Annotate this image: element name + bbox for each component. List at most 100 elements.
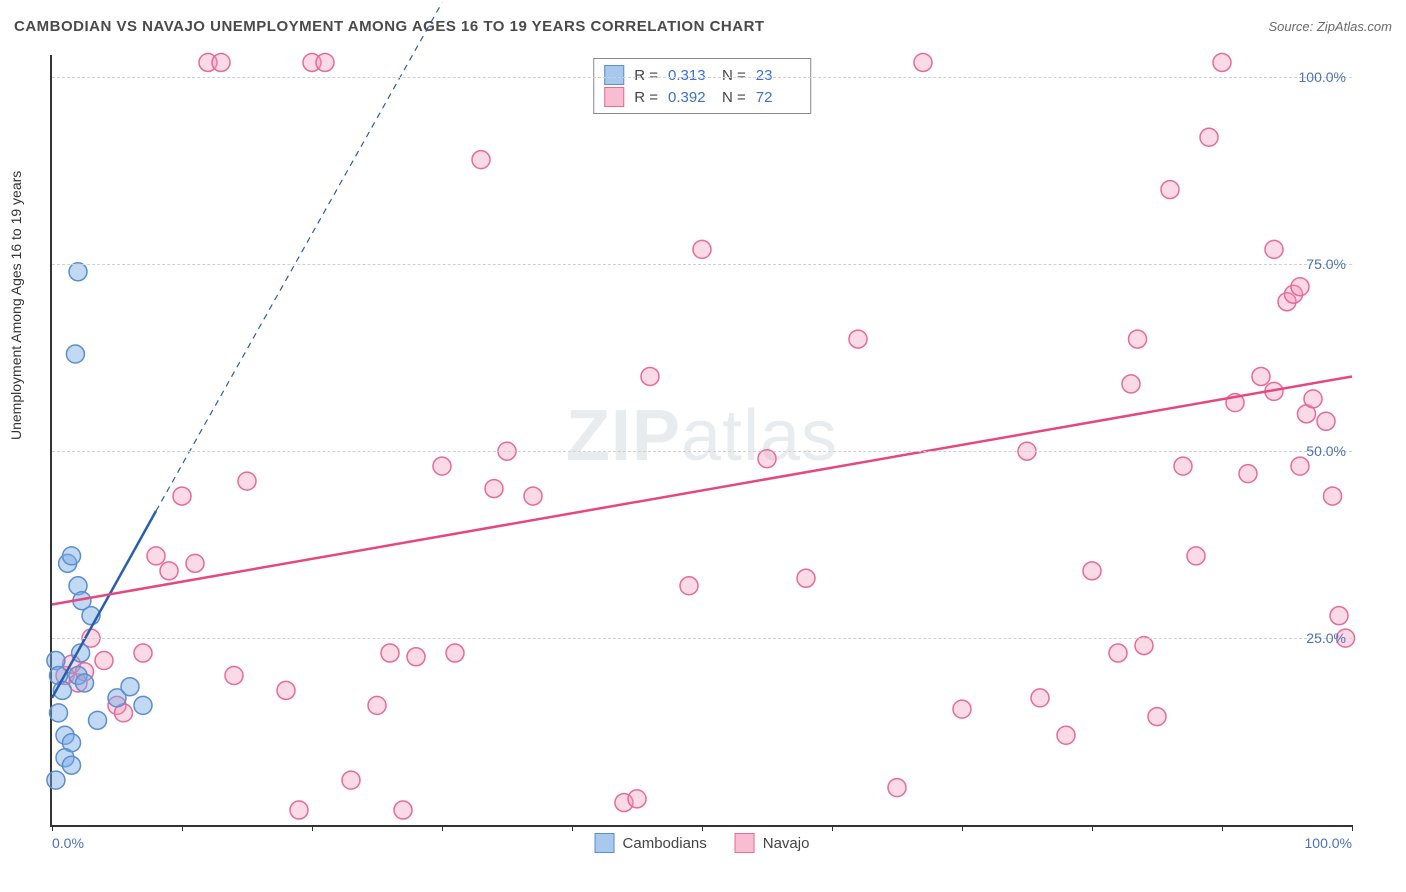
y-tick-label: 75.0% — [1306, 256, 1346, 272]
data-point — [212, 53, 230, 71]
data-point — [1161, 181, 1179, 199]
data-point — [1265, 240, 1283, 258]
data-point — [50, 704, 68, 722]
x-tick — [1352, 825, 1353, 831]
data-point — [69, 263, 87, 281]
legend-item-cambodians: Cambodians — [595, 833, 707, 853]
n-label: N = — [722, 67, 746, 84]
data-point — [89, 711, 107, 729]
legend-item-navajo: Navajo — [735, 833, 810, 853]
data-point — [121, 678, 139, 696]
y-tick-label: 100.0% — [1299, 69, 1346, 85]
data-point — [1239, 465, 1257, 483]
data-point — [1317, 412, 1335, 430]
data-point — [524, 487, 542, 505]
data-point — [1031, 689, 1049, 707]
x-tick-label-left: 0.0% — [52, 835, 84, 851]
legend-stats-row-cambodians: R = 0.313 N = 23 — [604, 64, 800, 86]
data-point — [160, 562, 178, 580]
data-point — [1135, 637, 1153, 655]
data-point — [63, 547, 81, 565]
data-point — [342, 771, 360, 789]
data-point — [1109, 644, 1127, 662]
x-tick — [962, 825, 963, 831]
chart-title: CAMBODIAN VS NAVAJO UNEMPLOYMENT AMONG A… — [14, 18, 765, 35]
n-label2: N = — [722, 89, 746, 106]
r-label: R = — [634, 67, 658, 84]
plot-area: ZIPatlas R = 0.313 N = 23 R = 0.392 N = … — [50, 55, 1352, 827]
data-point — [66, 345, 84, 363]
data-point — [47, 771, 65, 789]
gridline — [52, 638, 1352, 639]
data-point — [173, 487, 191, 505]
y-axis-label: Unemployment Among Ages 16 to 19 years — [8, 171, 24, 440]
legend-label-cambodians: Cambodians — [623, 835, 707, 852]
data-point — [63, 756, 81, 774]
data-point — [76, 674, 94, 692]
data-point — [1213, 53, 1231, 71]
x-tick — [312, 825, 313, 831]
data-point — [238, 472, 256, 490]
x-tick — [182, 825, 183, 831]
legend-series: Cambodians Navajo — [595, 833, 810, 853]
data-point — [693, 240, 711, 258]
title-bar: CAMBODIAN VS NAVAJO UNEMPLOYMENT AMONG A… — [14, 18, 1392, 35]
legend-label-navajo: Navajo — [763, 835, 810, 852]
y-tick-label: 50.0% — [1306, 443, 1346, 459]
data-point — [1291, 457, 1309, 475]
data-point — [1129, 330, 1147, 348]
data-point — [1252, 367, 1270, 385]
x-tick-label-right: 100.0% — [1305, 835, 1352, 851]
data-point — [1200, 128, 1218, 146]
data-point — [485, 480, 503, 498]
x-tick — [52, 825, 53, 831]
r-label2: R = — [634, 89, 658, 106]
x-tick — [1092, 825, 1093, 831]
data-point — [1174, 457, 1192, 475]
data-point — [433, 457, 451, 475]
trend-line-extrapolated — [156, 3, 442, 511]
data-point — [95, 652, 113, 670]
swatch-navajo — [604, 87, 624, 107]
gridline — [52, 77, 1352, 78]
gridline — [52, 451, 1352, 452]
data-point — [381, 644, 399, 662]
source-name: ZipAtlas.com — [1317, 19, 1392, 34]
source-prefix: Source: — [1268, 19, 1316, 34]
data-point — [758, 450, 776, 468]
data-point — [1324, 487, 1342, 505]
r-value-navajo: 0.392 — [668, 89, 712, 106]
data-point — [290, 801, 308, 819]
legend-stats-row-navajo: R = 0.392 N = 72 — [604, 86, 800, 108]
data-point — [914, 53, 932, 71]
x-tick — [442, 825, 443, 831]
data-point — [394, 801, 412, 819]
data-point — [368, 696, 386, 714]
n-value-cambodians: 23 — [756, 67, 800, 84]
data-point — [277, 681, 295, 699]
swatch-cambodians-bottom — [595, 833, 615, 853]
data-point — [1304, 390, 1322, 408]
x-tick — [1222, 825, 1223, 831]
data-point — [472, 151, 490, 169]
data-point — [316, 53, 334, 71]
data-point — [680, 577, 698, 595]
data-point — [1057, 726, 1075, 744]
n-value-navajo: 72 — [756, 89, 800, 106]
data-point — [888, 779, 906, 797]
data-point — [953, 700, 971, 718]
data-point — [797, 569, 815, 587]
swatch-cambodians — [604, 65, 624, 85]
data-point — [134, 696, 152, 714]
x-tick — [702, 825, 703, 831]
y-tick-label: 25.0% — [1306, 630, 1346, 646]
data-point — [147, 547, 165, 565]
data-point — [134, 644, 152, 662]
data-point — [446, 644, 464, 662]
data-point — [849, 330, 867, 348]
data-point — [186, 554, 204, 572]
data-point — [1148, 708, 1166, 726]
gridline — [52, 264, 1352, 265]
source-attribution: Source: ZipAtlas.com — [1268, 19, 1392, 34]
legend-stats: R = 0.313 N = 23 R = 0.392 N = 72 — [593, 58, 811, 114]
